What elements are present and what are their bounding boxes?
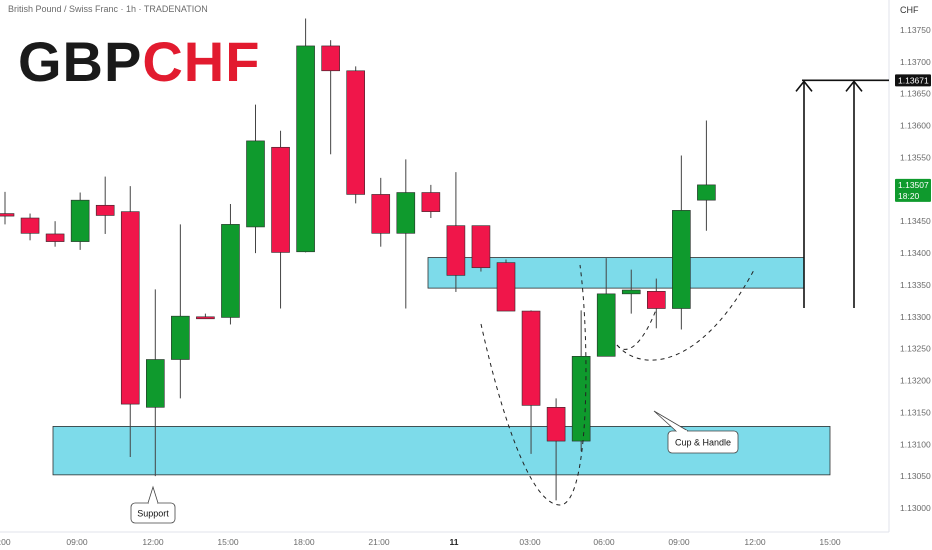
candle-up <box>246 140 265 228</box>
price-tick-label: 1.13750 <box>900 25 931 35</box>
candle-down <box>371 194 391 234</box>
candle-down <box>271 146 290 253</box>
candle-down <box>346 70 366 195</box>
time-tick-label: 15:00 <box>217 537 239 547</box>
cup-curve <box>480 264 587 506</box>
candle-down <box>521 310 541 406</box>
price-tick-label: 1.13150 <box>900 407 931 417</box>
price-tick-label: 1.13200 <box>900 376 931 386</box>
support-callout-label: Support <box>137 509 169 519</box>
candle-down <box>446 225 466 276</box>
price-tick-label: 1.13300 <box>900 312 931 322</box>
candle-down <box>120 211 140 405</box>
price-axis[interactable]: 1.13750 1.13700 1.13650 1.13600 1.13550 1.135… <box>895 25 931 513</box>
support-callout: Support <box>130 485 176 524</box>
candle-up <box>171 315 190 360</box>
cup-handle-callout: Cup & Handle <box>653 410 739 454</box>
time-tick-label: 09:00 <box>668 537 690 547</box>
price-tick-label: 1.13650 <box>900 89 931 99</box>
candle-down <box>196 316 215 320</box>
countdown-label: 18:20 <box>898 191 920 201</box>
target-price-tag <box>895 74 931 87</box>
chart-grid <box>0 0 890 533</box>
candle-down <box>20 217 40 234</box>
price-tick-label: 1.13050 <box>900 471 931 481</box>
time-tick-label: 11 <box>450 537 459 547</box>
chart-title: British Pound / Swiss Franc · 1h · TRADE… <box>8 4 208 14</box>
candle-up <box>296 45 315 253</box>
time-tick-label: 12:00 <box>744 537 766 547</box>
cup-handle-callout-label: Cup & Handle <box>675 438 731 448</box>
candle-down <box>471 225 491 269</box>
time-tick-label: 06:00 <box>593 537 615 547</box>
candle-up <box>621 289 641 295</box>
candle-down <box>95 204 115 216</box>
cup-handle-callout-pointer <box>653 410 689 432</box>
target-price-label: 1.13671 <box>898 75 929 85</box>
target-arrow-head <box>795 80 813 92</box>
currency-label: CHF <box>900 5 919 15</box>
price-tick-label: 1.13700 <box>900 57 931 67</box>
candle-up <box>396 192 416 234</box>
target-arrow-head <box>845 80 863 92</box>
price-tick-label: 1.13250 <box>900 344 931 354</box>
resistance-zone <box>427 257 805 289</box>
time-tick-label: 09:00 <box>66 537 88 547</box>
price-tick-label: 1.13000 <box>900 503 931 513</box>
candles-layer <box>0 18 716 501</box>
support-callout-pointer <box>147 485 159 504</box>
time-tick-label: 06:00 <box>0 537 11 547</box>
logo-quote: CHF <box>142 30 261 93</box>
candle-up <box>672 210 691 309</box>
candle-down <box>321 45 340 72</box>
candle-up <box>70 199 90 242</box>
current-price-tag <box>895 178 931 202</box>
handle-inner-curve <box>616 309 657 350</box>
time-tick-label: 03:00 <box>519 537 541 547</box>
annotations-layer: Support Cup & Handle <box>130 79 889 524</box>
candle-down <box>0 213 15 217</box>
candle-down <box>421 192 441 212</box>
time-axis[interactable]: 06:00 09:00 12:00 15:00 18:00 21:00 11 03:00 06:… <box>0 537 841 547</box>
candle-down <box>496 262 516 312</box>
price-tick-label: 1.13100 <box>900 439 931 449</box>
candle-up <box>571 356 591 442</box>
candle-up <box>697 184 716 201</box>
candle-down <box>546 407 566 442</box>
pair-logo: GBPCHF <box>18 34 260 90</box>
candle-up <box>146 359 165 408</box>
time-tick-label: 15:00 <box>819 537 841 547</box>
price-tick-label: 1.13350 <box>900 280 931 290</box>
current-price-label: 1.13507 <box>898 180 929 190</box>
price-tick-label: 1.13600 <box>900 121 931 131</box>
price-tick-label: 1.13400 <box>900 248 931 258</box>
time-tick-label: 18:00 <box>293 537 315 547</box>
time-tick-label: 12:00 <box>142 537 164 547</box>
logo-base: GBP <box>18 30 143 93</box>
candle-up <box>221 224 240 318</box>
candle-down <box>646 291 666 309</box>
candle-up <box>596 293 616 357</box>
candle-down <box>45 233 65 242</box>
cup-handle-callout-box <box>667 430 739 454</box>
handle-curve <box>616 267 756 361</box>
price-tick-label: 1.13450 <box>900 216 931 226</box>
price-tick-label: 1.13550 <box>900 152 931 162</box>
time-tick-label: 21:00 <box>368 537 390 547</box>
